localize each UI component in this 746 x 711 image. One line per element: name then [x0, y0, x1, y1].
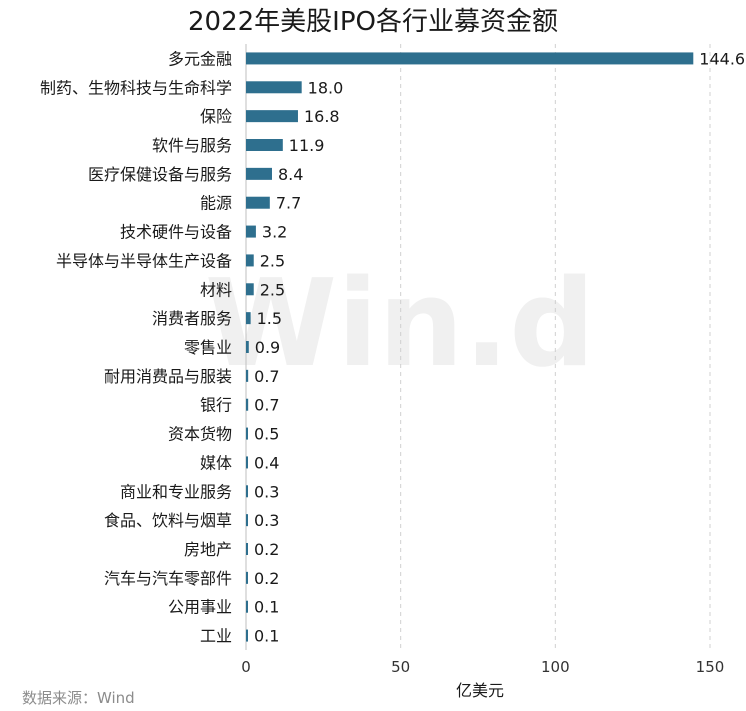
category-label: 保险 — [200, 107, 232, 126]
category-label: 半导体与半导体生产设备 — [56, 251, 232, 270]
bar — [246, 254, 254, 267]
value-label: 0.1 — [254, 598, 279, 617]
value-label: 0.2 — [254, 540, 279, 559]
value-label: 0.3 — [254, 511, 279, 530]
x-tick-label: 100 — [541, 658, 570, 676]
value-label: 0.2 — [254, 569, 279, 588]
bar — [246, 427, 248, 440]
x-tick-label: 150 — [696, 658, 725, 676]
value-label: 0.3 — [254, 482, 279, 501]
bar — [246, 110, 298, 123]
bar — [246, 52, 694, 65]
value-label: 16.8 — [304, 107, 340, 126]
bar — [246, 514, 248, 527]
value-label: 7.7 — [276, 194, 301, 213]
bar — [246, 456, 248, 469]
category-label: 能源 — [200, 194, 232, 213]
value-label: 0.4 — [254, 453, 279, 472]
category-label: 银行 — [200, 396, 232, 415]
category-label: 媒体 — [200, 453, 232, 472]
x-axis-label: 亿美元 — [456, 681, 504, 700]
value-label: 8.4 — [278, 165, 303, 184]
bar — [246, 571, 248, 584]
bar — [246, 81, 302, 94]
category-label: 消费者服务 — [152, 309, 232, 328]
bar — [246, 312, 251, 325]
source-note: 数据来源：Wind — [22, 689, 135, 707]
bars-group: 多元金融 144.6 制药、生物科技与生命科学 18.0 保险 16.8 软件与服务 11.9… — [40, 49, 745, 645]
bar — [246, 283, 254, 296]
bar — [246, 600, 248, 613]
bar — [246, 225, 256, 238]
value-label: 3.2 — [262, 223, 287, 242]
value-label: 0.1 — [254, 627, 279, 646]
value-label: 1.5 — [257, 309, 282, 328]
bar — [246, 369, 249, 382]
value-label: 0.9 — [255, 338, 280, 357]
category-label: 多元金融 — [168, 49, 232, 68]
x-tick-label: 50 — [391, 658, 410, 676]
bar — [246, 139, 283, 151]
watermark: Win.d — [205, 255, 595, 394]
value-label: 18.0 — [308, 78, 344, 97]
bar — [246, 543, 248, 555]
bar — [246, 341, 249, 353]
bar — [246, 629, 248, 642]
value-label: 2.5 — [260, 280, 285, 299]
category-label: 资本货物 — [168, 425, 232, 444]
bar — [246, 485, 248, 498]
value-label: 2.5 — [260, 251, 285, 270]
category-label: 制药、生物科技与生命科学 — [40, 78, 232, 97]
category-label: 材料 — [200, 280, 232, 299]
chart-title: 2022年美股IPO各行业募资金额 — [188, 7, 558, 37]
value-label: 144.6 — [699, 49, 745, 68]
category-label: 商业和专业服务 — [120, 482, 232, 501]
category-label: 技术硬件与设备 — [120, 223, 232, 242]
category-label: 房地产 — [184, 540, 232, 559]
value-label: 11.9 — [289, 136, 325, 155]
bar — [246, 196, 270, 209]
category-label: 耐用消费品与服装 — [104, 367, 232, 386]
x-tick-label: 0 — [241, 658, 251, 676]
value-label: 0.7 — [254, 396, 279, 415]
bar — [246, 398, 249, 411]
category-label: 公用事业 — [168, 598, 232, 617]
category-label: 零售业 — [184, 338, 232, 357]
category-label: 软件与服务 — [152, 136, 232, 155]
category-label: 食品、饮料与烟草 — [104, 511, 232, 530]
category-label: 医疗保健设备与服务 — [88, 165, 232, 184]
category-label: 汽车与汽车零部件 — [104, 569, 232, 588]
value-label: 0.7 — [254, 367, 279, 386]
category-label: 工业 — [200, 627, 232, 646]
x-axis: 0 50 100 150 — [241, 658, 724, 676]
bar — [246, 167, 272, 180]
value-label: 0.5 — [254, 425, 279, 444]
